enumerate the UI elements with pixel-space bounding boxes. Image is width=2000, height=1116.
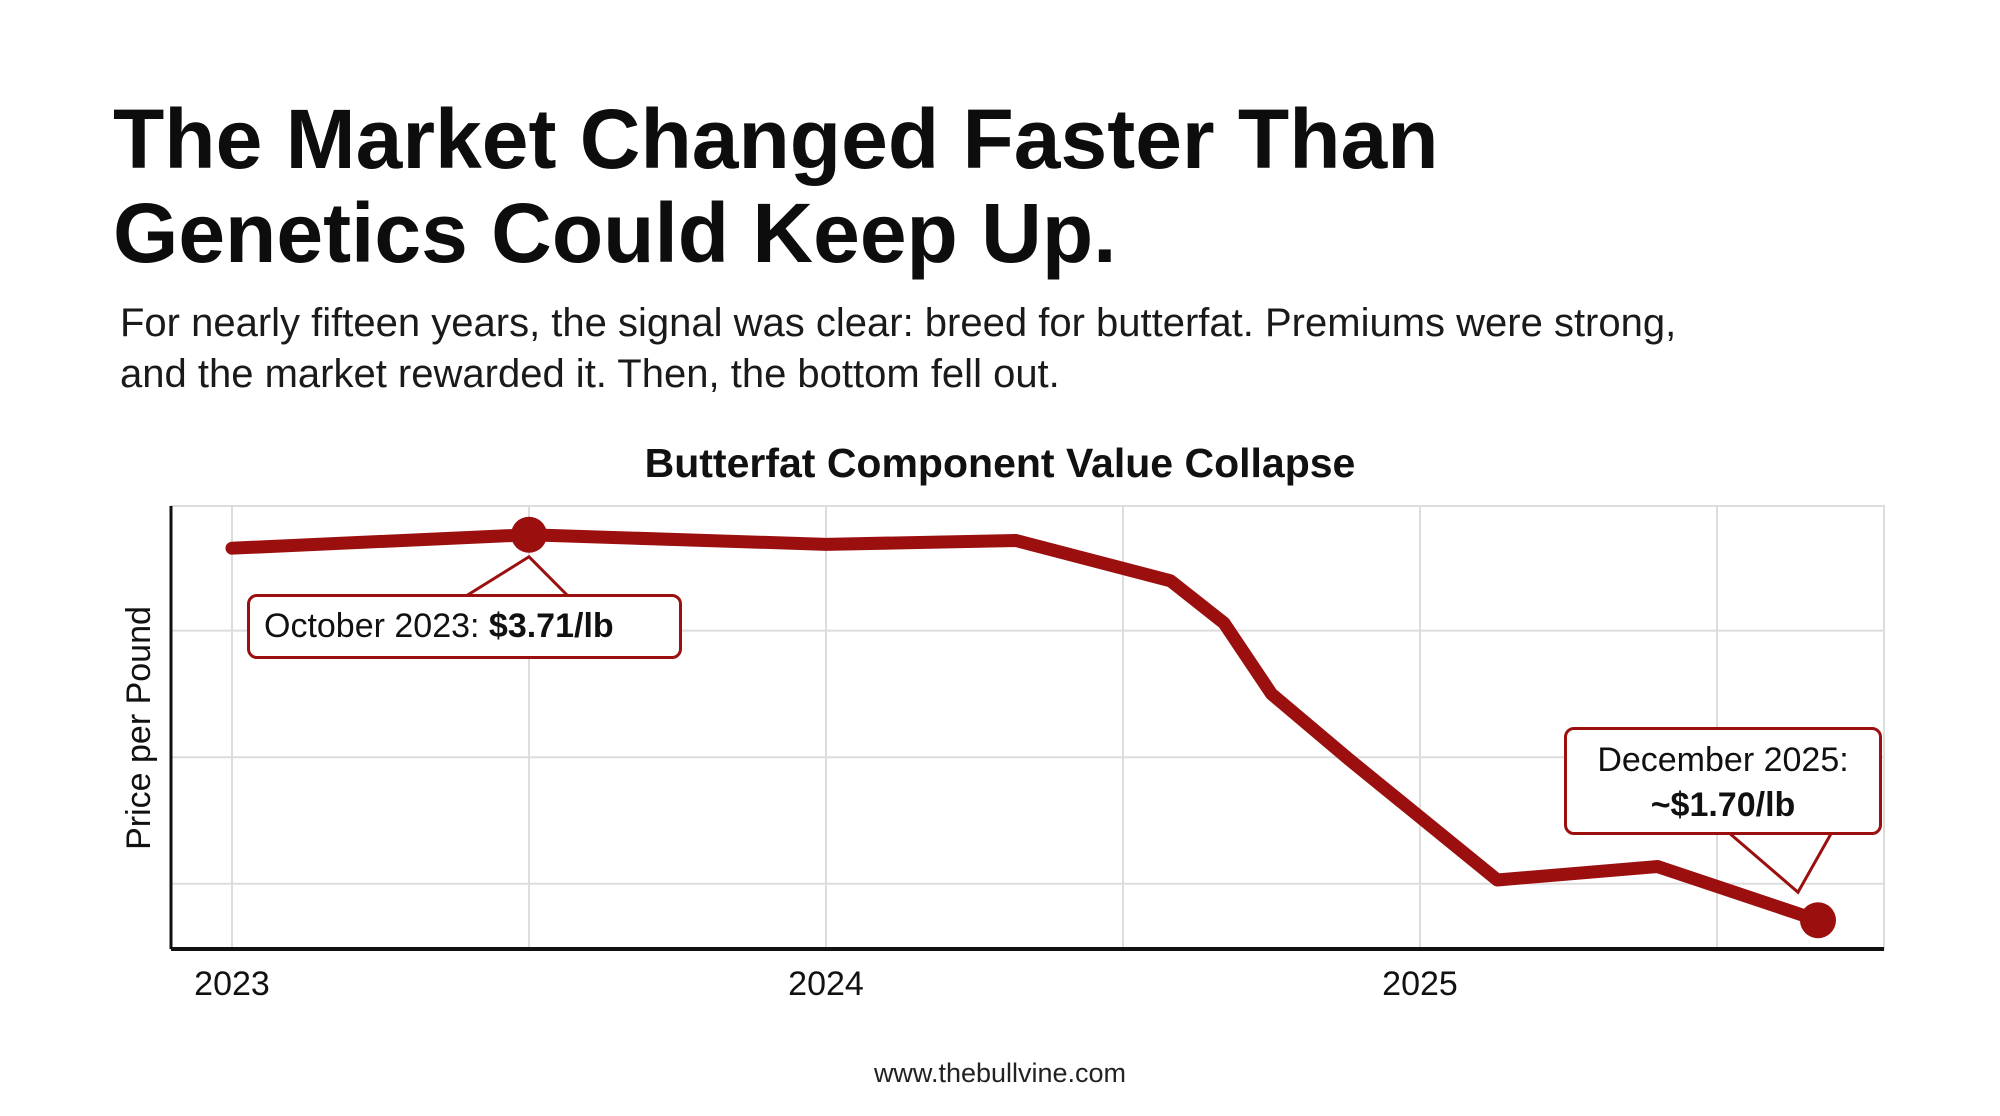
annotation-pointer: [465, 554, 570, 598]
chart-title: Butterfat Component Value Collapse: [644, 440, 1356, 486]
annotation-december-2025: December 2025: ~$1.70/lb: [1564, 727, 1882, 835]
annotation-october-2023: October 2023: $3.71/lb: [247, 594, 682, 659]
subtitle: For nearly fifteen years, the signal was…: [120, 298, 1676, 400]
annotation-pointer: [1727, 830, 1834, 895]
subtitle-line-1: For nearly fifteen years, the signal was…: [120, 301, 1677, 345]
x-tick-label: 2023: [194, 965, 270, 1003]
subtitle-line-2: and the market rewarded it. Then, the bo…: [120, 352, 1060, 396]
annotation-marker: [1799, 902, 1836, 939]
source-url: www.thebullvine.com: [873, 1058, 1127, 1088]
title-line-1: The Market Changed Faster Than: [113, 92, 1439, 186]
annotation-label: December 2025:: [1597, 741, 1849, 779]
page-title: The Market Changed Faster Than Genetics …: [113, 92, 1439, 280]
annotation-value: $3.71/lb: [488, 607, 614, 645]
series-line: [225, 528, 1825, 927]
annotation-value: ~$1.70/lb: [1650, 786, 1796, 824]
annotation-label: October 2023:: [264, 607, 489, 645]
x-tick-label: 2025: [1382, 965, 1458, 1003]
y-axis-label: Price per Pound: [120, 606, 158, 850]
annotation-marker: [511, 516, 547, 553]
title-line-2: Genetics Could Keep Up.: [113, 186, 1117, 280]
x-tick-label: 2024: [788, 965, 864, 1003]
